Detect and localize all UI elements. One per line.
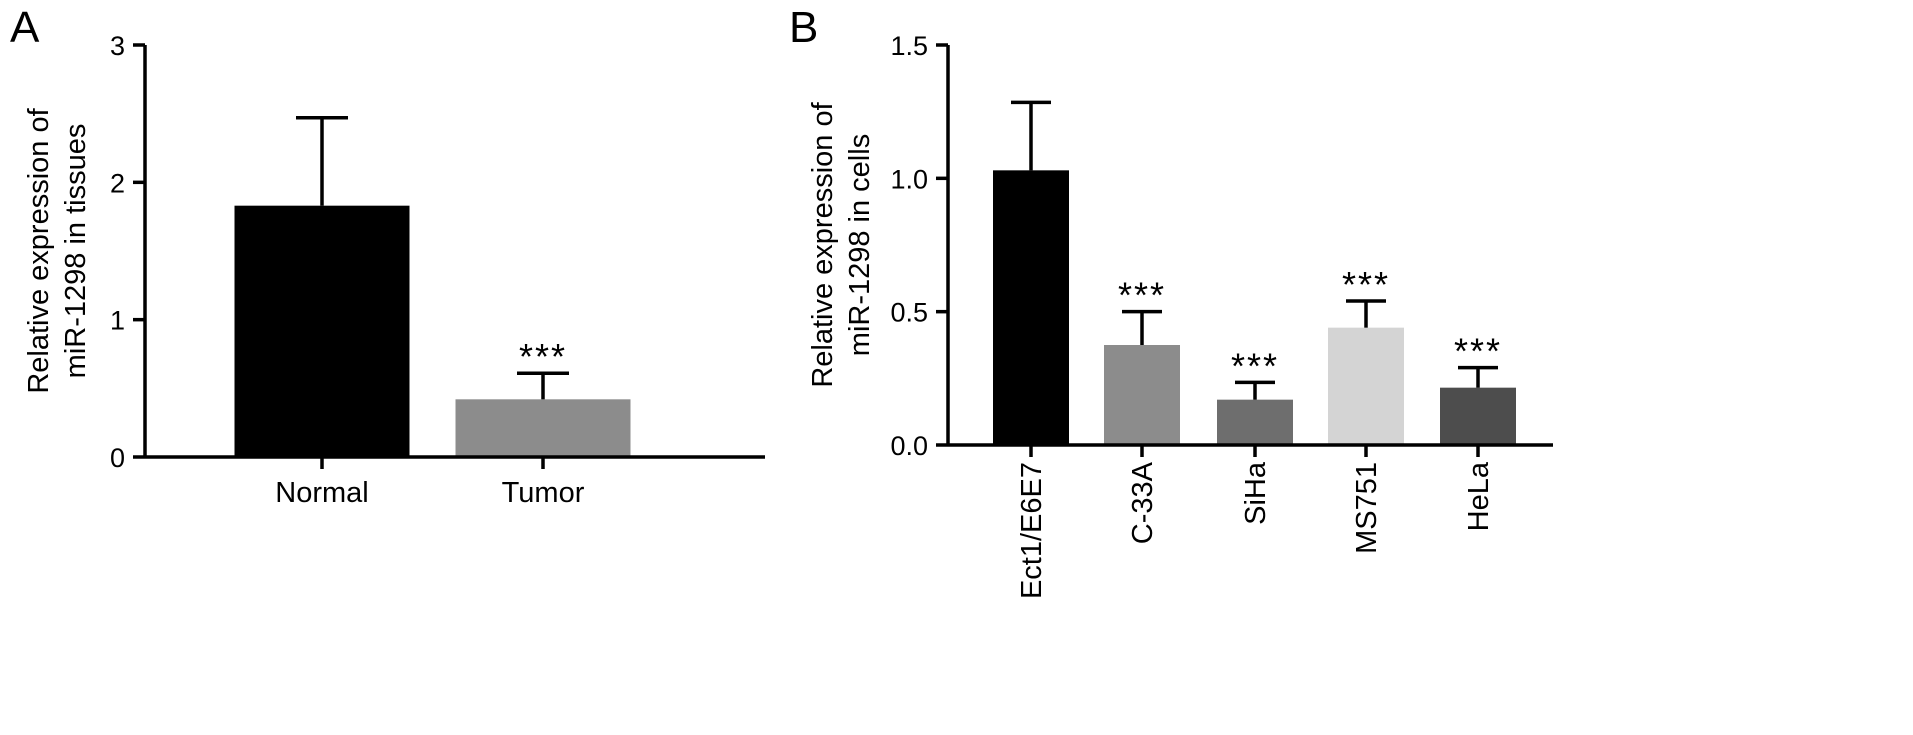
significance-marker: *** [519,336,567,377]
significance-marker: *** [1231,345,1279,386]
bar-tumor [455,399,631,457]
bar-ect1-e6e7 [993,170,1069,446]
bar-c-33a [1104,345,1180,445]
y-axis-title-line-1: Relative expression of [807,101,839,387]
y-tick-label: 1.5 [890,31,928,61]
bar-siha [1217,399,1293,445]
panel-b: B *** *** *** *** 0.0 0.5 1.0 1.5 Ect1/E6E7 C-33A S… [789,3,1553,599]
bar-ms751 [1328,327,1404,445]
x-tick-label: SiHa [1240,461,1272,525]
panel-a: A *** 0 1 2 3 Normal Tumor Relative expression o… [10,3,765,509]
y-tick-label: 2 [110,168,125,198]
panel-letter: A [10,3,40,52]
y-tick-label: 0.5 [890,298,928,328]
bar-normal [234,205,410,457]
y-tick-label: 3 [110,31,125,61]
significance-marker: *** [1454,331,1502,372]
y-tick-label: 1.0 [890,164,928,194]
panel-letter: B [789,3,818,52]
y-tick-label: 1 [110,306,125,336]
y-axis-title-line-2: miR-1298 in tissues [60,124,92,379]
y-axis-title-line-1: Relative expression of [23,107,55,393]
x-tick-label: MS751 [1351,462,1383,554]
x-tick-label: Ect1/E6E7 [1016,462,1048,599]
y-axis-title-line-2: miR-1298 in cells [844,134,876,356]
x-tick-label: HeLa [1463,461,1495,531]
significance-marker: *** [1342,264,1390,305]
x-tick-label: C-33A [1127,461,1159,544]
significance-marker: *** [1118,275,1166,316]
y-tick-label: 0.0 [890,431,928,461]
y-tick-label: 0 [110,443,125,473]
bar-hela [1440,387,1516,445]
x-tick-label: Normal [275,477,368,509]
x-tick-label: Tumor [502,477,585,509]
